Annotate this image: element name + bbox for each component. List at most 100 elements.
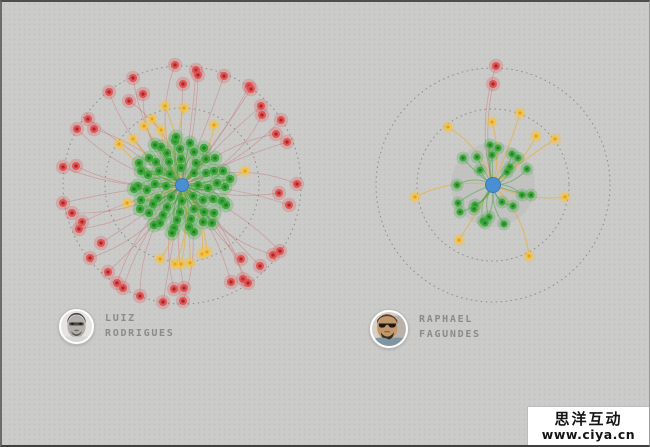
node-core [161, 213, 165, 217]
orbit-ring [62, 65, 302, 305]
node-core [173, 262, 177, 266]
node-core [150, 117, 154, 121]
person-name-raphael: RAPHAEL FAGUNDES [419, 310, 481, 342]
node-core [496, 146, 500, 150]
center-hub-node [485, 177, 501, 193]
node-core [241, 277, 245, 281]
node-core [210, 221, 214, 225]
node-core [534, 134, 538, 138]
node-core [167, 160, 171, 164]
node-core [500, 200, 504, 204]
avatar-raphael [370, 310, 408, 348]
node-core [295, 182, 299, 186]
node-core [179, 157, 183, 161]
edge-yellow [118, 143, 183, 186]
node-core [202, 210, 206, 214]
node-core [287, 203, 291, 207]
edge-yellow [414, 182, 494, 198]
node-core [285, 140, 289, 144]
node-core [147, 156, 151, 160]
avatar-photo-grayscale [61, 311, 92, 342]
node-core [159, 128, 163, 132]
person-first-name: LUIZ [105, 313, 136, 324]
node-core [117, 142, 121, 146]
node-core [188, 141, 192, 145]
node-core [156, 196, 160, 200]
node-core [188, 261, 192, 265]
edge-red [181, 85, 250, 186]
node-core [192, 207, 196, 211]
edge-red [93, 128, 183, 186]
node-core [131, 137, 135, 141]
node-core [456, 201, 460, 205]
edge-red [164, 64, 183, 186]
node-core [115, 281, 119, 285]
avatar-luiz [59, 309, 94, 344]
node-core [169, 195, 173, 199]
edge-red [181, 69, 197, 186]
node-core [204, 157, 208, 161]
node-core [260, 113, 264, 117]
node-core [212, 211, 216, 215]
node-core [196, 73, 200, 77]
edge-yellow [164, 105, 183, 186]
edge-red [181, 184, 281, 252]
node-core [165, 205, 169, 209]
node-core [271, 253, 275, 257]
node-core [215, 181, 219, 185]
orbit-ring [416, 108, 570, 262]
node-core [191, 194, 195, 198]
node-core [187, 225, 191, 229]
person-last-name: RODRIGUES [105, 327, 175, 339]
node-core [213, 156, 217, 160]
node-core [131, 76, 135, 80]
node-core [192, 171, 196, 175]
person-last-name: FAGUNDES [419, 328, 481, 340]
person-name-luiz: LUIZ RODRIGUES [105, 309, 175, 341]
node-core [161, 300, 165, 304]
edge-red [71, 184, 183, 214]
node-core [139, 198, 143, 202]
node-core [223, 185, 227, 189]
node-core [142, 124, 146, 128]
node-core [475, 155, 479, 159]
node-core [457, 238, 461, 242]
edge-red [181, 171, 298, 186]
node-core [229, 280, 233, 284]
node-core [127, 99, 131, 103]
node-core [455, 183, 459, 187]
node-core [175, 218, 179, 222]
node-core [516, 156, 520, 160]
node-core [121, 286, 125, 290]
center-hub-node [175, 178, 189, 192]
node-core [478, 168, 482, 172]
edge-red [181, 184, 280, 196]
node-core [151, 202, 155, 206]
node-core [446, 125, 450, 129]
node-core [505, 170, 509, 174]
node-core [168, 172, 172, 176]
node-core [413, 195, 417, 199]
node-core [61, 165, 65, 169]
node-core [279, 118, 283, 122]
edge-red [181, 105, 262, 186]
node-core [158, 257, 162, 261]
edge-red [487, 83, 494, 186]
node-core [70, 211, 74, 215]
node-core [106, 270, 110, 274]
node-core [139, 169, 143, 173]
edge-red [181, 88, 252, 186]
node-core [259, 104, 263, 108]
node-core [212, 169, 216, 173]
node-core [145, 188, 149, 192]
node-core [520, 193, 524, 197]
edge-red [76, 128, 183, 186]
node-core [527, 254, 531, 258]
person-first-name: RAPHAEL [419, 314, 474, 325]
node-core [224, 203, 228, 207]
edge-red [177, 184, 185, 289]
node-core [518, 111, 522, 115]
node-core [200, 252, 204, 256]
node-core [178, 210, 182, 214]
node-core [192, 150, 196, 154]
